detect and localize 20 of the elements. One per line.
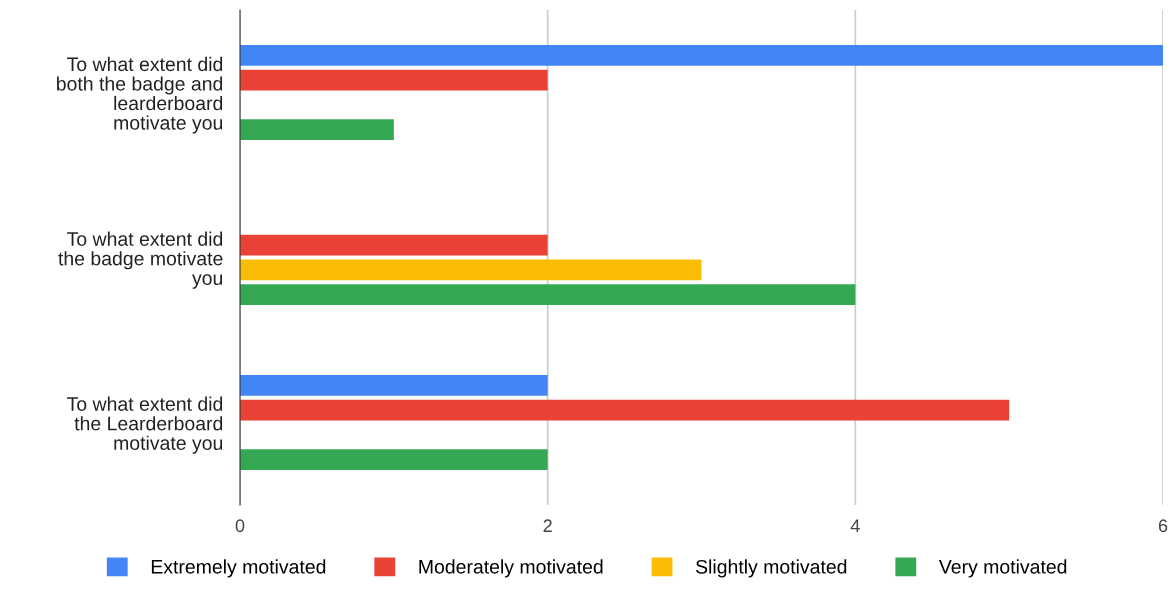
bar: [240, 399, 1010, 421]
bar: [240, 45, 1163, 66]
bar: [240, 375, 548, 396]
y-tick-label: To what extent did the badge motivate you: [58, 231, 223, 289]
bar: [240, 234, 548, 256]
x-tick-label: 6: [1158, 519, 1168, 533]
x-tick-label: 4: [850, 519, 860, 532]
legend-label: Slightly motivated: [695, 559, 847, 578]
bar: [240, 119, 394, 140]
bar: [240, 69, 548, 91]
y-tick-label: To what extent did both the badge and learderboard motivate you: [57, 56, 223, 134]
bar: [240, 259, 702, 281]
x-tick-label: 0: [235, 519, 245, 533]
x-tick-label: 2: [543, 519, 552, 532]
legend-label: Moderately motivated: [419, 559, 603, 578]
legend-label: Very motivated: [938, 559, 1067, 578]
bar: [240, 449, 548, 470]
bar: [240, 284, 856, 305]
y-tick-label: To what extent did the Learderboard motivate you: [67, 396, 223, 454]
legend-label: Extremely motivated: [151, 559, 326, 578]
